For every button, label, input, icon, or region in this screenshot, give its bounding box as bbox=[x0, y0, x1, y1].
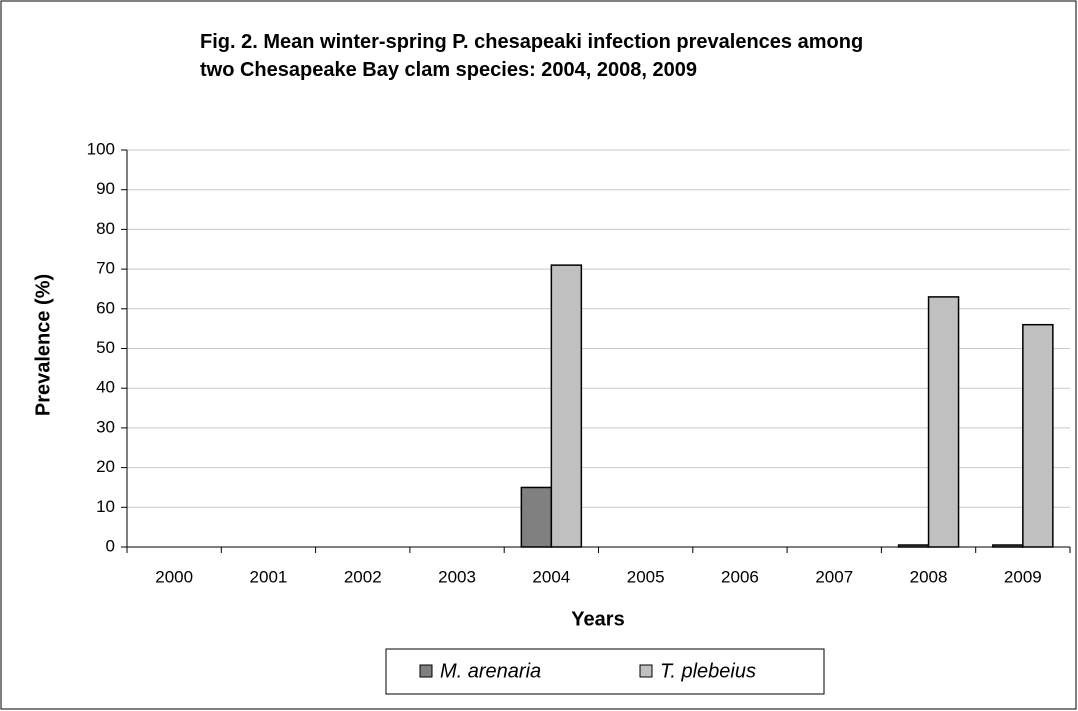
y-tick-label: 50 bbox=[96, 338, 115, 357]
bar bbox=[520, 486, 553, 548]
y-tick-label: 100 bbox=[87, 139, 115, 158]
bar bbox=[927, 296, 960, 548]
bar bbox=[897, 544, 930, 548]
x-tick-label: 2004 bbox=[532, 567, 570, 586]
legend-swatch bbox=[419, 664, 433, 678]
y-tick-label: 0 bbox=[106, 536, 115, 555]
legend-label: M. arenaria bbox=[440, 660, 541, 682]
y-tick-label: 30 bbox=[96, 417, 115, 436]
bar bbox=[1022, 323, 1054, 548]
legend-box bbox=[385, 648, 825, 695]
x-tick-label: 2000 bbox=[155, 567, 193, 586]
x-tick-label: 2008 bbox=[910, 567, 948, 586]
y-tick-label: 60 bbox=[96, 298, 115, 317]
y-tick-label: 70 bbox=[96, 259, 115, 278]
y-tick-label: 40 bbox=[96, 378, 115, 397]
legend-label: T. plebeius bbox=[660, 660, 756, 682]
y-axis-label: Prevalence (%) bbox=[32, 274, 54, 416]
y-tick-label: 20 bbox=[96, 457, 115, 476]
chart-title: Fig. 2. Mean winter-spring P. chesapeaki… bbox=[200, 31, 864, 81]
y-tick-label: 80 bbox=[96, 219, 115, 238]
x-tick-label: 2005 bbox=[627, 567, 665, 586]
legend-swatch bbox=[639, 664, 653, 678]
x-tick-label: 2007 bbox=[815, 567, 853, 586]
x-tick-label: 2002 bbox=[344, 567, 382, 586]
x-tick-label: 2001 bbox=[250, 567, 288, 586]
x-tick-label: 2009 bbox=[1004, 567, 1042, 586]
x-tick-label: 2006 bbox=[721, 567, 759, 586]
x-tick-label: 2003 bbox=[438, 567, 476, 586]
y-tick-label: 10 bbox=[96, 497, 115, 516]
bar bbox=[550, 264, 583, 548]
bar bbox=[992, 544, 1024, 548]
y-tick-label: 90 bbox=[96, 179, 115, 198]
x-axis-label: Years bbox=[571, 608, 624, 630]
